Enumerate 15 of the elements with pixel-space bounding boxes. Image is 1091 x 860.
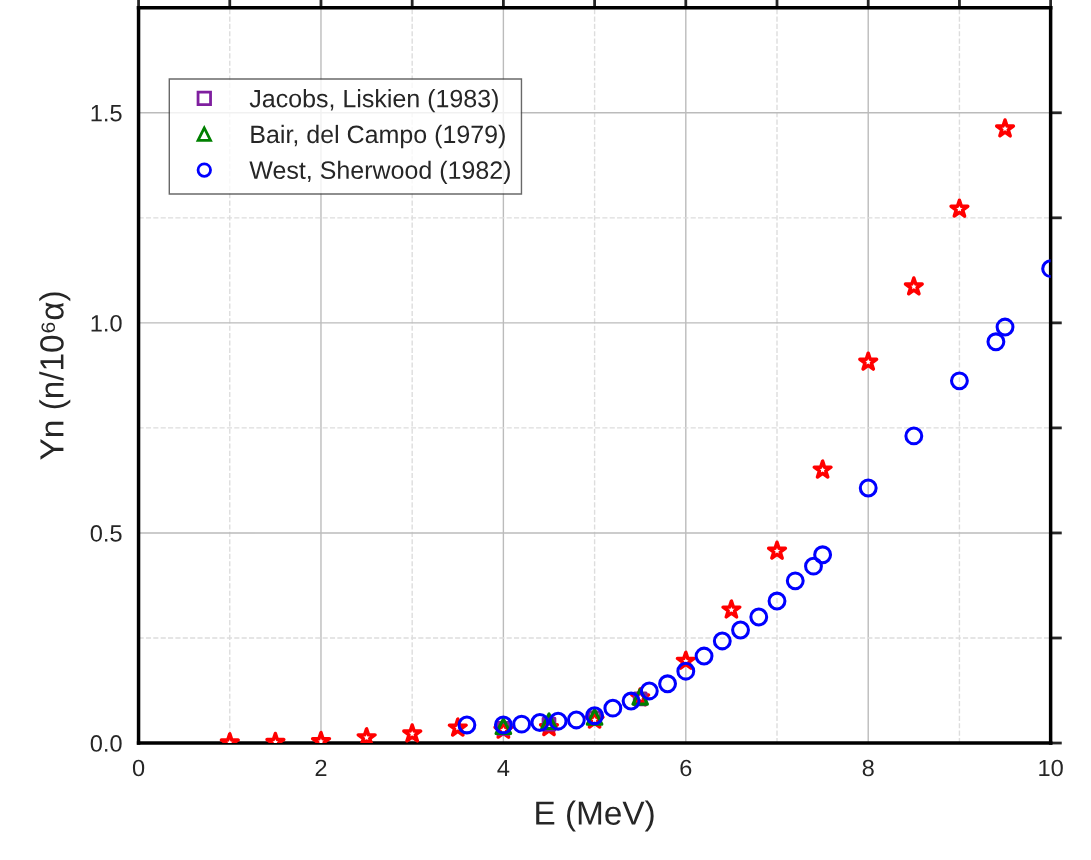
x-tick-label: 2 bbox=[315, 759, 327, 777]
x-tick-label: 6 bbox=[680, 759, 692, 777]
x-tick-label: 0 bbox=[132, 759, 145, 777]
x-axis-title: E (MeV) bbox=[536, 800, 654, 832]
y-tick-label: 1.5 bbox=[91, 105, 122, 122]
y-tick-label: 0.5 bbox=[90, 525, 122, 542]
legend-label: Jacobs, Liskien (1983) bbox=[249, 89, 498, 113]
x-tick-label: 8 bbox=[862, 759, 874, 777]
legend-label: West, Sherwood (1982) bbox=[249, 160, 510, 184]
y-tick-label: 0.0 bbox=[90, 735, 122, 752]
x-tick-label: 10 bbox=[1039, 759, 1063, 777]
y-axis-title: Yn (n/10⁶α) bbox=[39, 292, 71, 460]
y-tick-label: 1.0 bbox=[91, 314, 122, 332]
legend-label: Bair, del Campo (1979) bbox=[251, 124, 505, 149]
x-tick-label: 4 bbox=[497, 759, 510, 777]
